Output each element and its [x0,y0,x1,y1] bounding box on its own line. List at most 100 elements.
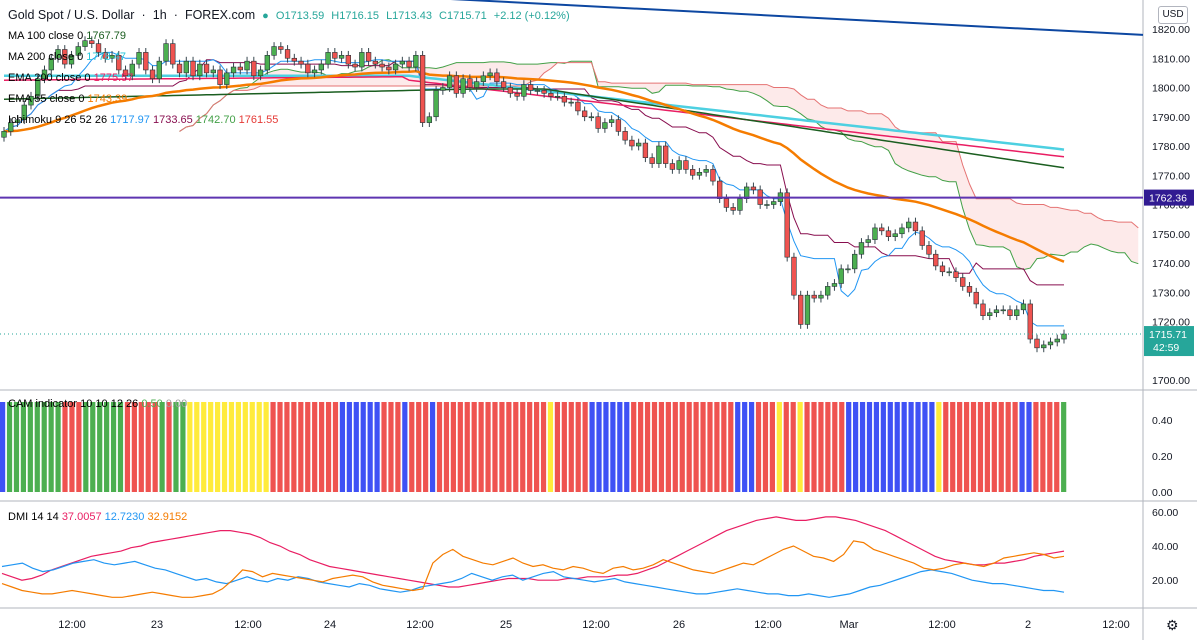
cam-bar [859,402,866,492]
candle [278,46,284,50]
cam-bar [658,402,665,492]
candle [1020,303,1027,311]
ohlc-low: L1713.43 [386,10,432,22]
cam-bar [970,402,977,492]
time-tick-label: Mar [840,619,859,631]
candle [14,119,21,123]
cam-bar [922,402,928,492]
gear-icon[interactable]: ⚙ [1166,617,1179,633]
cam-bar [818,402,824,492]
cam-bar [76,402,82,492]
candle [710,169,716,182]
indicator-legend-ichimoku[interactable]: Ichimoku 9 26 52 26 1717.97 1733.65 1742… [8,114,278,126]
cam-bar [1047,402,1053,492]
indicator-value: 1778.47 [86,51,127,63]
cam-bar [332,402,339,492]
cam-bar [1061,402,1067,492]
cam-bar [409,402,415,492]
cam-bar [478,402,484,492]
interval-label[interactable]: 1h [152,8,167,22]
candle [473,81,480,88]
candle [35,78,41,97]
candle [122,69,129,77]
cam-bar [298,402,304,492]
candle [183,60,189,74]
cam-bar [839,402,845,492]
market-status-icon: ● [262,10,269,22]
indicator-value: 0.00 [165,398,188,410]
candle [298,60,304,65]
cam-bar [984,402,990,492]
candle [1054,338,1060,343]
candle [575,101,581,112]
price-tick-label: 1820.00 [1152,24,1190,36]
cam-bar [672,402,678,492]
candle [163,43,169,62]
candle [987,312,993,316]
candle [696,172,703,176]
symbol-title[interactable]: Gold Spot / U.S. Dollar [8,8,135,22]
candle [581,110,588,118]
candle [372,60,379,65]
candle [41,69,48,80]
cam-bar [707,402,713,492]
indicator-legend-ma100[interactable]: MA 100 close 0 1767.79 [8,30,126,42]
cam-bar [610,402,616,492]
indicator-label: DMI 14 14 [8,511,59,523]
cam-tick-label: 0.00 [1152,487,1173,499]
separator: · [173,8,178,22]
candle [406,60,412,68]
candle [683,160,689,170]
cam-bar [721,402,727,492]
candle [203,63,210,74]
candle [359,52,365,68]
candle [332,52,338,59]
candle [264,55,270,71]
price-tick-label: 1790.00 [1152,112,1190,124]
cam-bar [866,402,873,492]
candle [507,87,514,94]
price-tick-label: 1810.00 [1152,53,1190,65]
cam-bar [506,402,512,492]
candle [656,145,662,164]
cam-bar [651,402,658,492]
candle [1061,333,1067,340]
dmi-plus-line [1,559,1065,598]
candle [28,95,34,106]
cam-bar [214,402,221,492]
price-tick-label: 1730.00 [1152,287,1190,299]
price-tick-label: 1780.00 [1152,141,1190,153]
candle [899,227,905,235]
candle [467,78,473,88]
dmi-legend[interactable]: DMI 14 14 37.0057 12.7230 32.9152 [8,511,187,523]
price-tick-label: 1720.00 [1152,317,1190,329]
candle [798,294,804,325]
candle [973,291,979,305]
candle [689,169,696,176]
cam-legend[interactable]: CAM indicator 10 10 12 26 0.50 0.00 [8,398,187,410]
indicator-legend-ma200[interactable]: MA 200 close 0 1778.47 [8,51,126,63]
time-tick-label: 12:00 [58,619,86,631]
cam-bar [90,402,96,492]
indicator-legend-ema200[interactable]: EMA 200 close 0 1775.57 [8,72,133,84]
candle [595,116,601,129]
candle [109,55,115,59]
cam-bar [644,402,651,492]
time-tick-label: 2 [1025,619,1031,631]
cam-bar [124,402,131,492]
level-price-tag [1144,189,1194,206]
candle [872,227,878,240]
candle [318,63,324,71]
candle [906,221,912,229]
time-tick-label: 12:00 [928,619,956,631]
cam-bar [790,402,796,492]
cam-bar [631,402,637,492]
candle [642,142,649,158]
candle [55,49,61,59]
currency-badge[interactable]: USD [1158,6,1188,24]
candle [210,69,216,74]
candle [413,55,419,68]
time-tick-label: 25 [500,619,512,631]
indicator-legend-ema55[interactable]: EMA 55 close 0 1743.39 [8,93,127,105]
